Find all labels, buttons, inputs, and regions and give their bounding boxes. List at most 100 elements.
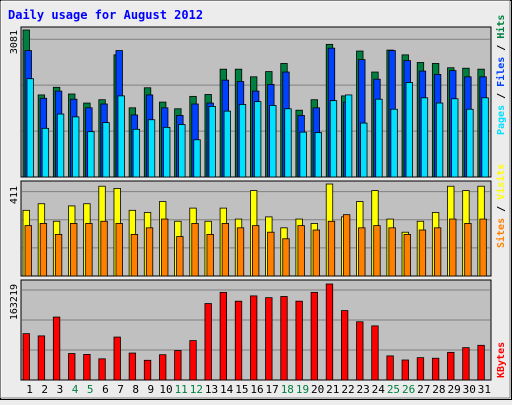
chart-panel-2: 411 Sites / Visits	[9, 164, 507, 277]
bar-pages	[132, 128, 141, 178]
x-tick-label: 16	[250, 383, 263, 396]
legend-separator: /	[496, 39, 507, 57]
x-tick-label: 29	[447, 383, 460, 396]
bar-sites	[327, 220, 336, 277]
bar-pages	[451, 98, 459, 178]
bar-sites	[358, 227, 366, 277]
bar-pages	[269, 105, 277, 178]
bar-pages	[238, 104, 247, 178]
x-tick-label: 23	[357, 383, 370, 396]
y-axis-max-label: 163219	[9, 284, 20, 320]
y-axis-max-label: 411	[9, 186, 20, 204]
x-tick-label: 20	[311, 383, 324, 396]
bar-sites	[236, 227, 245, 277]
x-tick-label: 2	[41, 383, 48, 396]
bar-kbytes	[174, 350, 182, 381]
legend-hits: Hits	[495, 15, 507, 39]
chart-panel-1: 3081 Pages / Files / Hits	[9, 15, 507, 178]
bar-pages	[284, 108, 292, 178]
bar-kbytes	[37, 335, 46, 381]
x-tick-label: 31	[478, 383, 491, 396]
bar-pages	[360, 122, 368, 178]
bar-sites	[221, 223, 229, 277]
bar-sites	[252, 225, 260, 277]
bar-pages	[390, 108, 398, 178]
bar-kbytes	[280, 296, 288, 381]
bar-pages	[147, 119, 156, 178]
bar-kbytes	[295, 300, 303, 381]
legend-files: Files	[495, 57, 507, 87]
bar-kbytes	[204, 303, 212, 381]
bar-pages	[163, 126, 171, 178]
bar-pages	[193, 139, 201, 178]
bar-pages	[405, 82, 413, 178]
x-tick-label: 5	[87, 383, 94, 396]
bar-pages	[314, 132, 322, 178]
x-tick-label: 1	[26, 383, 33, 396]
bar-pages	[435, 102, 444, 178]
bar-pages	[178, 124, 186, 178]
bar-sites	[39, 223, 48, 277]
x-tick-label: 27	[417, 383, 430, 396]
bar-kbytes	[340, 310, 349, 381]
bar-pages	[56, 113, 65, 178]
legend-sites: Sites	[495, 218, 507, 248]
bar-pages	[420, 97, 429, 178]
bar-pages	[208, 105, 216, 178]
x-tick-label: 24	[372, 383, 386, 396]
chart-title: Daily usage for August 2012	[8, 8, 203, 22]
bar-sites	[176, 236, 184, 277]
bar-sites	[449, 218, 457, 277]
bar-sites	[433, 227, 442, 277]
bar-sites	[100, 220, 108, 277]
bar-sites	[54, 233, 63, 277]
bar-sites	[130, 233, 139, 277]
bar-sites	[342, 214, 351, 277]
x-tick-label: 12	[190, 383, 203, 396]
x-tick-label: 17	[266, 383, 279, 396]
bar-sites	[85, 223, 93, 277]
x-tick-label: 28	[432, 383, 445, 396]
bar-sites	[161, 218, 169, 277]
bar-sites	[388, 227, 396, 277]
bar-pages	[223, 110, 231, 178]
bar-kbytes	[128, 352, 137, 381]
bar-kbytes	[83, 354, 91, 381]
x-tick-label: 22	[341, 383, 354, 396]
bar-kbytes	[371, 325, 379, 381]
legend-visits: Visits	[495, 164, 507, 200]
bar-kbytes	[356, 321, 364, 381]
bar-kbytes	[189, 340, 197, 381]
bar-kbytes	[447, 351, 455, 381]
x-tick-label: 13	[205, 383, 218, 396]
bar-pages	[299, 131, 307, 178]
bar-pages	[375, 98, 383, 178]
side-legend: Sites / Visits	[495, 164, 507, 248]
bar-sites	[479, 218, 487, 277]
bar-pages	[344, 94, 353, 178]
bar-kbytes	[462, 347, 470, 381]
bar-sites	[115, 223, 123, 277]
legend-separator: /	[496, 87, 507, 105]
bar-kbytes	[143, 359, 152, 381]
bar-kbytes	[52, 316, 61, 381]
bar-pages	[72, 116, 80, 178]
bar-kbytes	[250, 295, 258, 381]
side-legend: Pages / Files / Hits	[495, 15, 507, 135]
bar-kbytes	[416, 357, 425, 381]
bar-sites	[206, 233, 214, 277]
legend-kbytes: KBytes	[496, 342, 507, 378]
x-tick-label: 26	[402, 383, 415, 396]
chart-panel-3: 163219 KBytes	[9, 279, 507, 381]
bar-pages	[41, 127, 50, 178]
bar-kbytes	[431, 357, 440, 381]
bar-sites	[373, 225, 381, 277]
x-tick-label: 18	[281, 383, 294, 396]
bar-kbytes	[401, 359, 409, 381]
bar-pages	[329, 100, 338, 178]
side-legend: KBytes	[496, 342, 507, 378]
x-tick-label: 10	[159, 383, 172, 396]
x-tick-label: 15	[235, 383, 248, 396]
bar-kbytes	[68, 353, 76, 381]
